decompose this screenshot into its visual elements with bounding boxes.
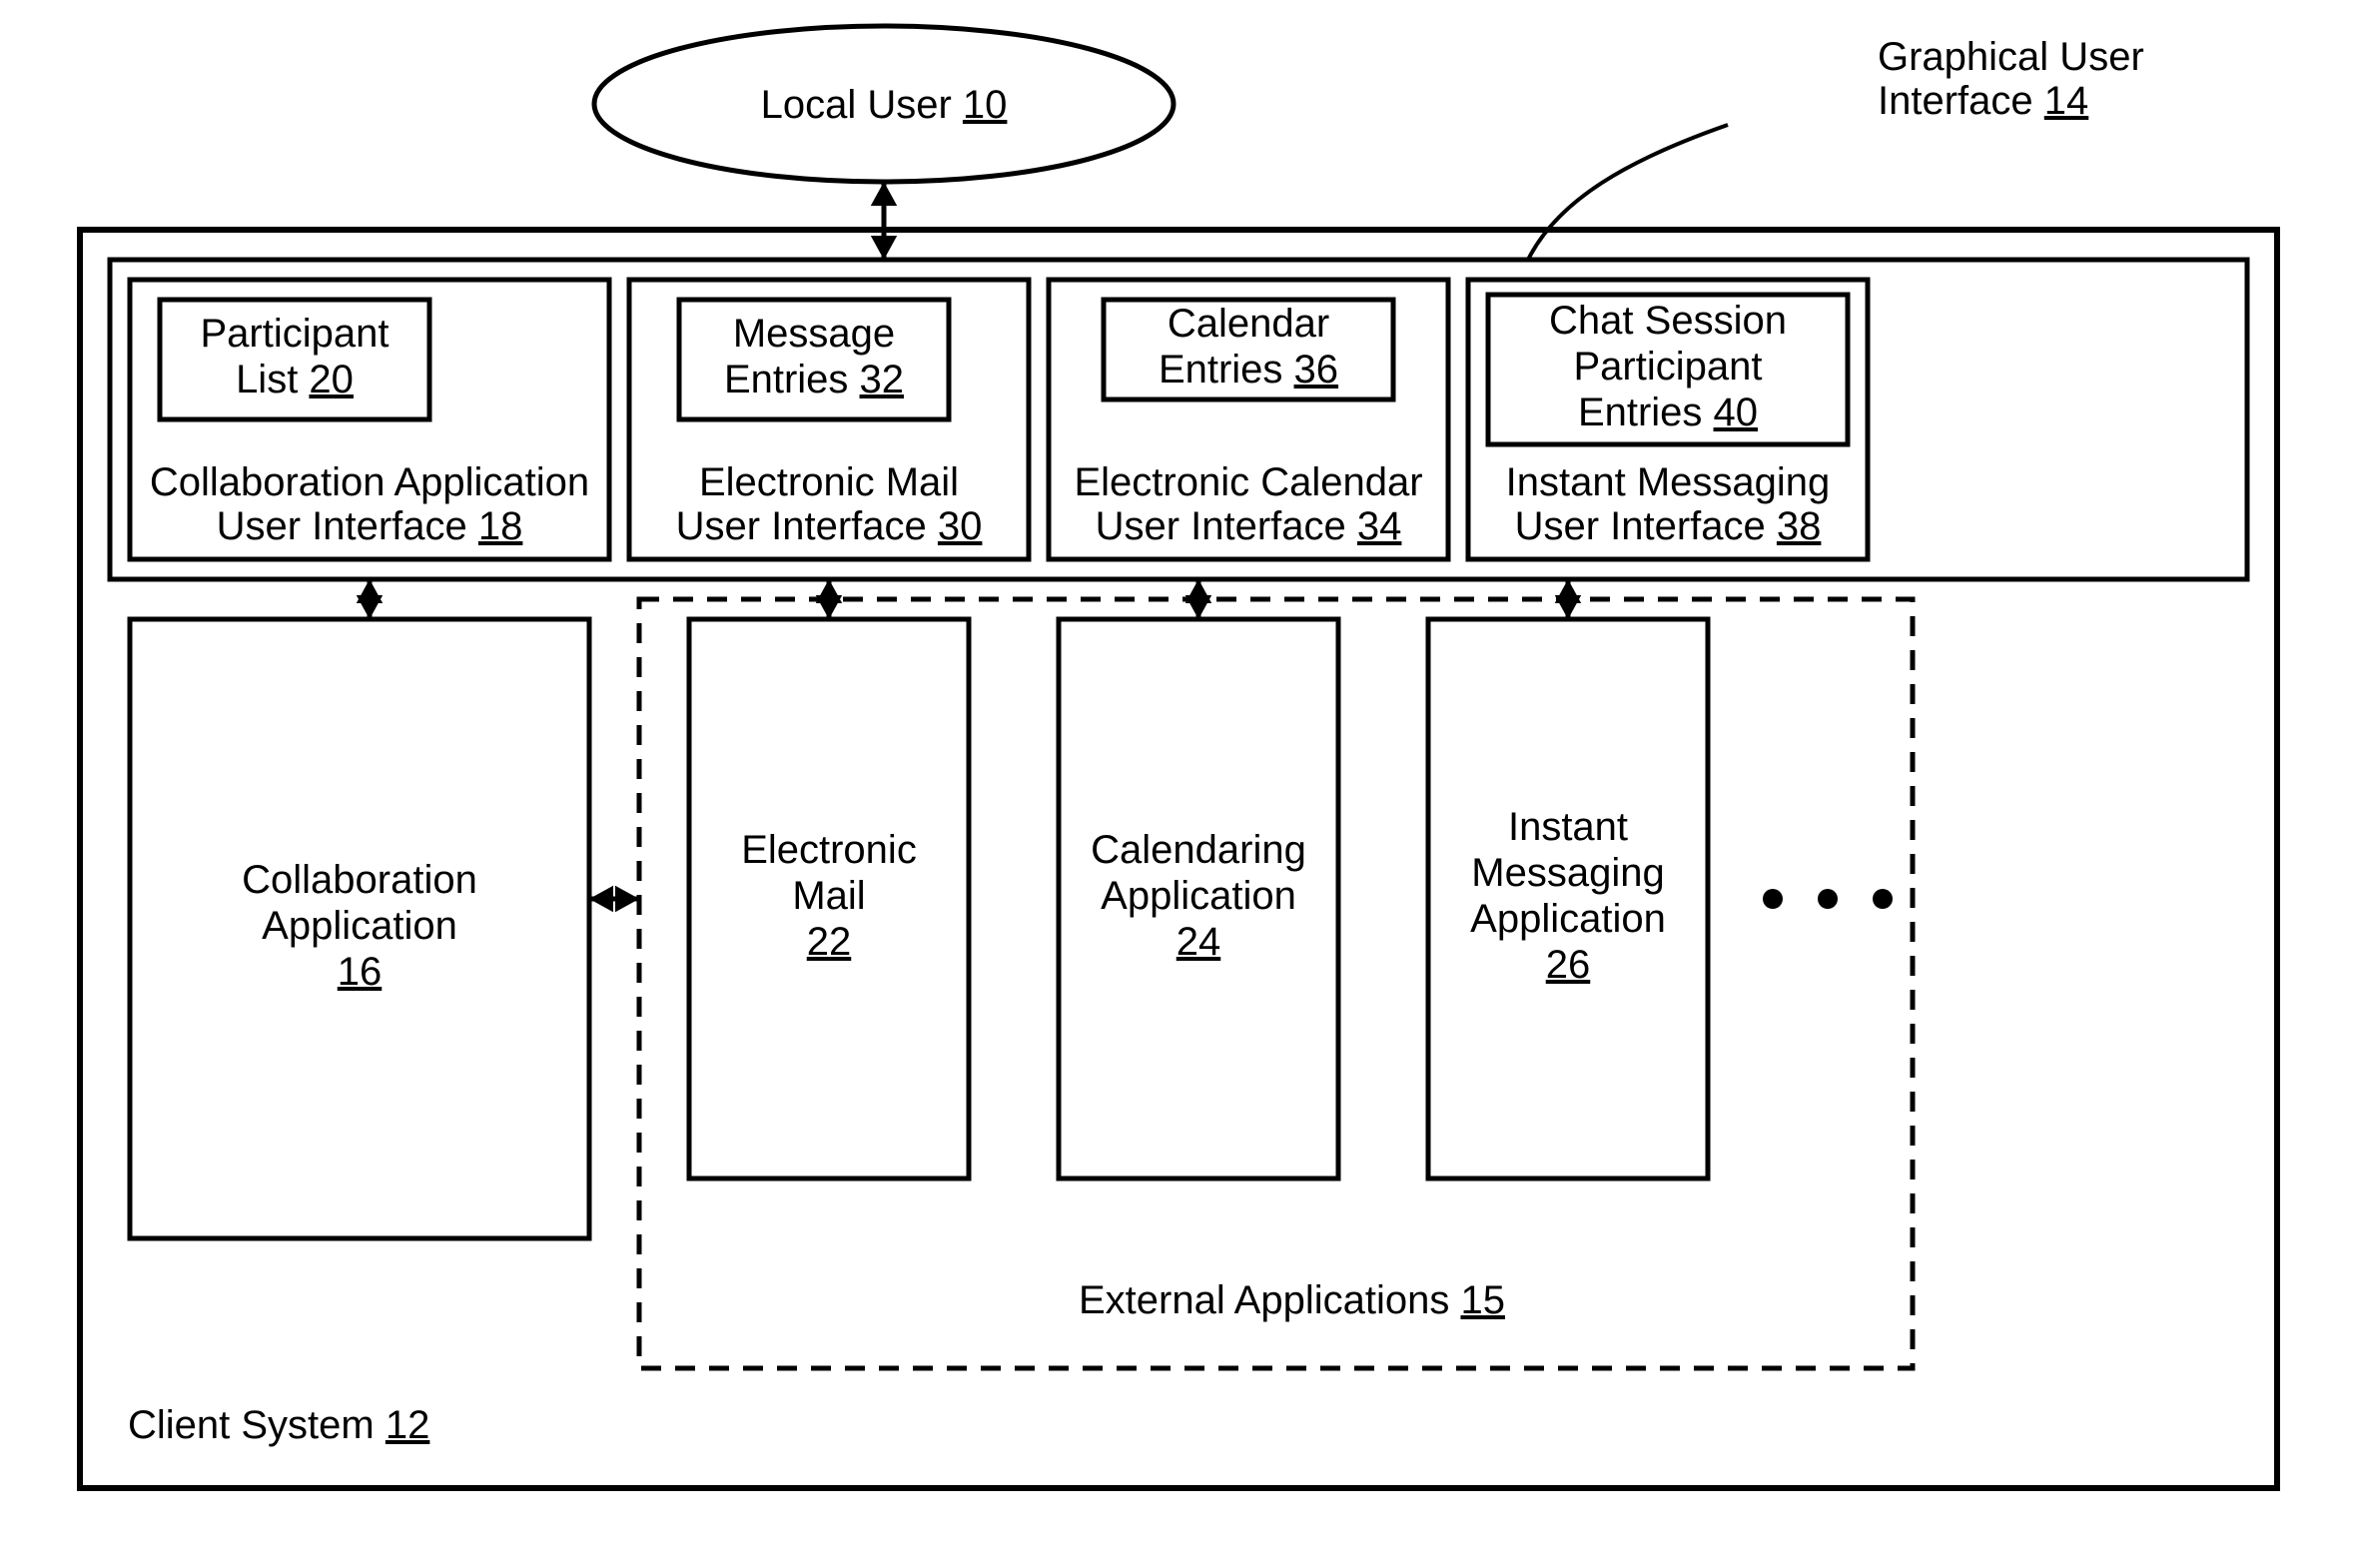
svg-text:CalendarEntries 36: CalendarEntries 36 <box>1159 302 1338 392</box>
svg-text:Chat SessionParticipantEntries: Chat SessionParticipantEntries 40 <box>1549 299 1787 434</box>
svg-text:CollaborationApplication16: CollaborationApplication16 <box>242 858 477 994</box>
svg-text:Electronic CalendarUser Interf: Electronic CalendarUser Interface 34 <box>1074 460 1422 548</box>
svg-text:MessageEntries 32: MessageEntries 32 <box>724 312 904 401</box>
svg-text:ElectronicMail22: ElectronicMail22 <box>741 828 917 964</box>
svg-text:Electronic MailUser Interface: Electronic MailUser Interface 30 <box>676 460 983 548</box>
svg-text:Local User 10: Local User 10 <box>761 83 1008 127</box>
svg-text:External Applications 15: External Applications 15 <box>1079 1278 1505 1322</box>
svg-text:Graphical UserInterface 14: Graphical UserInterface 14 <box>1878 35 2144 123</box>
svg-text:Collaboration ApplicationUser: Collaboration ApplicationUser Interface … <box>150 460 589 548</box>
svg-text:InstantMessagingApplication26: InstantMessagingApplication26 <box>1470 805 1666 987</box>
svg-text:CalendaringApplication24: CalendaringApplication24 <box>1091 828 1306 964</box>
svg-text:ParticipantList 20: ParticipantList 20 <box>201 312 390 401</box>
svg-text:Instant MessagingUser Interfac: Instant MessagingUser Interface 38 <box>1506 460 1831 548</box>
svg-text:Client System 12: Client System 12 <box>128 1403 429 1447</box>
